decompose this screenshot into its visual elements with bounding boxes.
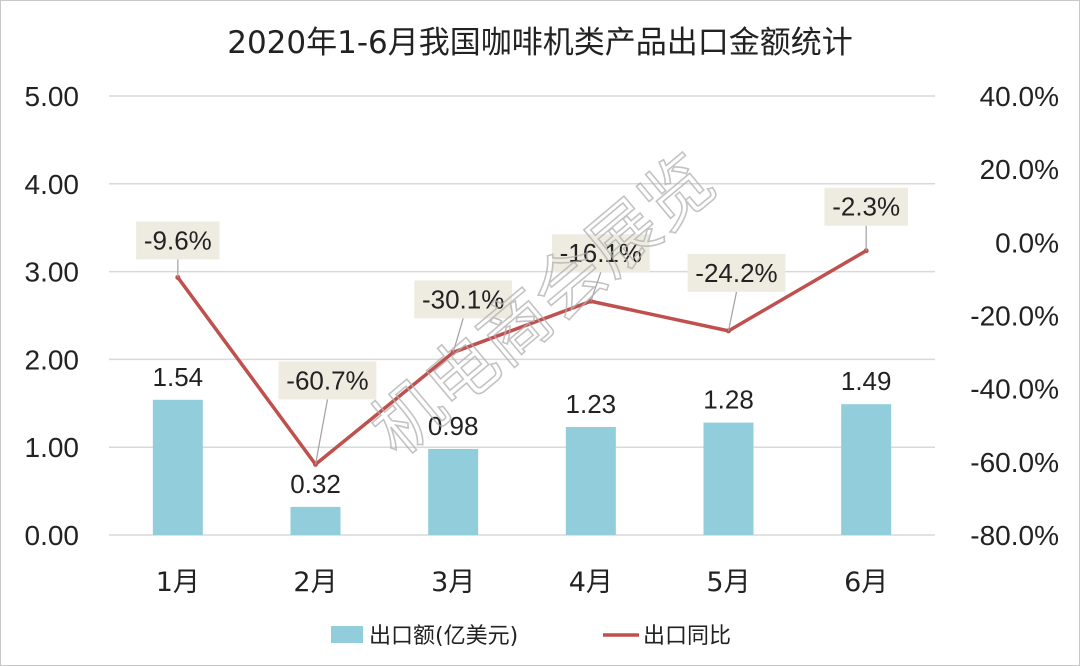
x-tick-label: 6月 bbox=[844, 567, 888, 598]
legend-label-line: 出口同比 bbox=[643, 624, 731, 649]
legend: 出口额(亿美元) 出口同比 bbox=[331, 624, 731, 649]
line-value-label: -2.3% bbox=[832, 192, 900, 222]
line-value-label: -60.7% bbox=[286, 365, 368, 395]
legend-swatch-bar bbox=[331, 626, 363, 643]
data-labels: 1.54 0.32 0.98 1.23 1.28 1.49 -9.6% -60.7% -30.1… bbox=[136, 187, 908, 499]
bar bbox=[565, 427, 616, 535]
line-value-label: -24.2% bbox=[695, 258, 777, 288]
bar-value-label: 0.32 bbox=[290, 469, 341, 499]
line-value-label: -16.1% bbox=[560, 238, 642, 268]
y-right-tick-label: -80.0% bbox=[970, 520, 1059, 551]
bar bbox=[152, 399, 203, 535]
x-tick-label: 3月 bbox=[431, 567, 475, 598]
label-leader-line bbox=[590, 272, 602, 302]
line-label-box bbox=[278, 361, 377, 400]
y-right-tick-label: 20.0% bbox=[980, 154, 1059, 185]
bar-value-label: 1.23 bbox=[566, 389, 617, 419]
line-label-box bbox=[687, 253, 786, 292]
x-tick-label: 1月 bbox=[156, 567, 200, 598]
y-left-tick-label: 0.00 bbox=[25, 520, 80, 551]
watermark: 机电商会展览 bbox=[356, 139, 730, 472]
label-leader-line bbox=[452, 318, 464, 353]
line-value-label: -9.6% bbox=[144, 225, 212, 255]
label-leader-line bbox=[314, 399, 329, 465]
line-value-label: -30.1% bbox=[422, 284, 504, 314]
legend-label-bar: 出口额(亿美元) bbox=[369, 624, 518, 649]
line-label-box bbox=[136, 221, 220, 260]
bar bbox=[841, 404, 892, 535]
chart-title: 2020年1-6月我国咖啡机类产品出口金额统计 bbox=[227, 25, 853, 61]
line-label-box bbox=[824, 187, 908, 226]
y-left-tick-label: 4.00 bbox=[25, 169, 80, 200]
y-right-tick-label: -60.0% bbox=[970, 447, 1059, 478]
y-left-tick-label: 3.00 bbox=[25, 257, 80, 288]
y-right-tick-label: 40.0% bbox=[980, 81, 1059, 112]
bar-series bbox=[152, 399, 892, 535]
y-right-tick-label: 0.0% bbox=[995, 227, 1059, 258]
x-tick-label: 4月 bbox=[569, 567, 613, 598]
bar bbox=[290, 506, 341, 535]
y-right-tick-label: -40.0% bbox=[970, 374, 1059, 405]
y-right-tick-label: -20.0% bbox=[970, 301, 1059, 332]
bar-value-label: 1.28 bbox=[703, 385, 754, 415]
line-path bbox=[176, 249, 868, 467]
x-tick-label: 5月 bbox=[706, 567, 750, 598]
line-label-box bbox=[551, 234, 650, 273]
bar bbox=[703, 422, 754, 535]
bar-value-label: 0.98 bbox=[428, 411, 479, 441]
y-left-tick-label: 1.00 bbox=[25, 432, 80, 463]
y-left-tick-label: 5.00 bbox=[25, 81, 80, 112]
line-label-box bbox=[414, 280, 513, 319]
bar-value-label: 1.54 bbox=[153, 362, 204, 392]
gridlines bbox=[109, 95, 935, 536]
label-leader-line bbox=[727, 291, 738, 331]
y-left-tick-label: 2.00 bbox=[25, 344, 80, 375]
axis-labels: 0.00 1.00 2.00 3.00 4.00 5.00 -80.0% -60.0% -40.… bbox=[25, 81, 1060, 598]
x-tick-label: 2月 bbox=[293, 567, 337, 598]
bar bbox=[428, 448, 479, 535]
bar-value-label: 1.49 bbox=[841, 366, 892, 396]
